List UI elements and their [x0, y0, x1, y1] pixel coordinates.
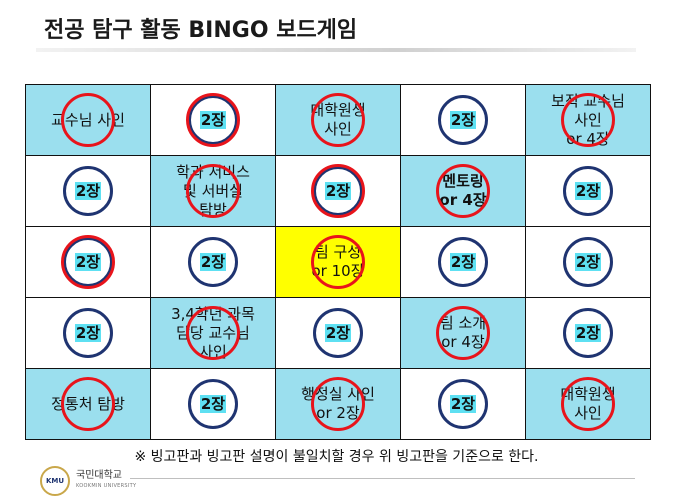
sticker-count-label: 2장 — [449, 395, 477, 413]
sticker-count-badge: 2장 — [188, 95, 238, 145]
bingo-cell-r5-c1: 정통처 탐방 — [26, 369, 151, 440]
mission-text: 정통처 탐방 — [51, 394, 125, 413]
bingo-cell-r1-c1: 교수님 사인 — [26, 85, 151, 156]
mission-text: 대학원생 사인 — [310, 101, 366, 138]
mission-text: 학과 서비스 및 서버실 탐방 — [176, 162, 250, 219]
bingo-cell-r2-c3: 2장 — [276, 156, 401, 227]
bingo-cell-r2-c1: 2장 — [26, 156, 151, 227]
bingo-cell-r1-c3: 대학원생 사인 — [276, 85, 401, 156]
mission-text: 대학원생 사인 — [560, 385, 616, 422]
bingo-cell-r1-c5: 보직 교수님 사인 or 4장 — [526, 85, 651, 156]
title-divider — [36, 48, 636, 52]
sticker-count-badge: 2장 — [313, 166, 363, 216]
bingo-cell-r4-c4: 팀 소개 or 4장 — [401, 298, 526, 369]
mission-text: 3,4학년 과목 담당 교수님 사인 — [171, 304, 255, 361]
bingo-cell-r3-c3: 팀 구성 or 10장 — [276, 227, 401, 298]
sticker-count-badge: 2장 — [313, 308, 363, 358]
sticker-count-label: 2장 — [199, 253, 227, 271]
mission-text: 팀 구성 or 10장 — [311, 243, 365, 280]
university-logo: KMU — [40, 466, 70, 496]
sticker-count-badge: 2장 — [563, 308, 613, 358]
sticker-count-label: 2장 — [324, 324, 352, 342]
bingo-cell-r5-c4: 2장 — [401, 369, 526, 440]
bingo-cell-r3-c1: 2장 — [26, 227, 151, 298]
bingo-cell-r4-c3: 2장 — [276, 298, 401, 369]
sticker-count-label: 2장 — [449, 253, 477, 271]
sticker-count-badge: 2장 — [188, 237, 238, 287]
sticker-count-label: 2장 — [74, 253, 102, 271]
bingo-cell-r5-c2: 2장 — [151, 369, 276, 440]
sticker-count-badge: 2장 — [63, 166, 113, 216]
bingo-cell-r2-c4: 멘토링 or 4장 — [401, 156, 526, 227]
bingo-cell-r3-c2: 2장 — [151, 227, 276, 298]
mission-text: 교수님 사인 — [51, 110, 125, 129]
sticker-count-badge: 2장 — [438, 237, 488, 287]
bingo-cell-r2-c5: 2장 — [526, 156, 651, 227]
sticker-count-label: 2장 — [574, 253, 602, 271]
sticker-count-label: 2장 — [74, 182, 102, 200]
bingo-cell-r3-c5: 2장 — [526, 227, 651, 298]
bingo-cell-r1-c2: 2장 — [151, 85, 276, 156]
rule-note: ※ 빙고판과 빙고판 설명이 불일치할 경우 위 빙고판을 기준으로 한다. — [134, 449, 539, 465]
sticker-count-label: 2장 — [199, 111, 227, 129]
bingo-cell-r2-c2: 학과 서비스 및 서버실 탐방 — [151, 156, 276, 227]
university-name: 국민대학교 — [76, 470, 122, 481]
bingo-cell-r4-c5: 2장 — [526, 298, 651, 369]
sticker-count-label: 2장 — [199, 395, 227, 413]
sticker-count-label: 2장 — [74, 324, 102, 342]
logo-text: KMU — [45, 477, 65, 485]
sticker-count-badge: 2장 — [188, 379, 238, 429]
bingo-cell-r1-c4: 2장 — [401, 85, 526, 156]
university-subtitle: KOOKMIN UNIVERSITY — [76, 483, 137, 489]
sticker-count-label: 2장 — [449, 111, 477, 129]
mission-text: 보직 교수님 사인 or 4장 — [551, 91, 625, 148]
bingo-board: 교수님 사인 2장 대학원생 사인 2장 보직 교수님 사인 or 4장 2장 학과 서비스… — [25, 84, 651, 440]
sticker-count-badge: 2장 — [63, 237, 113, 287]
bingo-cell-r5-c5: 대학원생 사인 — [526, 369, 651, 440]
sticker-count-badge: 2장 — [563, 237, 613, 287]
sticker-count-label: 2장 — [574, 324, 602, 342]
sticker-count-label: 2장 — [574, 182, 602, 200]
sticker-count-badge: 2장 — [438, 379, 488, 429]
mission-text: 멘토링 or 4장 — [439, 172, 487, 209]
sticker-count-badge: 2장 — [563, 166, 613, 216]
sticker-count-label: 2장 — [324, 182, 352, 200]
mission-text: 행정실 사인 or 2장 — [301, 385, 375, 422]
bingo-cell-r3-c4: 2장 — [401, 227, 526, 298]
sticker-count-badge: 2장 — [63, 308, 113, 358]
bingo-cell-r4-c2: 3,4학년 과목 담당 교수님 사인 — [151, 298, 276, 369]
bingo-cell-r4-c1: 2장 — [26, 298, 151, 369]
mission-text: 팀 소개 or 4장 — [439, 314, 487, 351]
bingo-cell-r5-c3: 행정실 사인 or 2장 — [276, 369, 401, 440]
page-title: 전공 탐구 활동 BINGO 보드게임 — [44, 18, 358, 43]
footer-divider — [130, 478, 635, 479]
sticker-count-badge: 2장 — [438, 95, 488, 145]
